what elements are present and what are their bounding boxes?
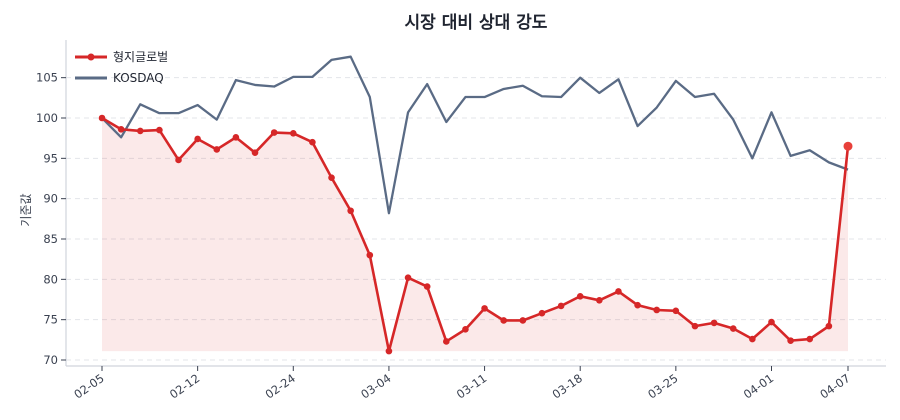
x-tick-label: 02-05 [71, 371, 106, 402]
series-1-fill [102, 118, 848, 352]
y-axis-label: 기준값 [19, 193, 33, 226]
legend-label-series-1: 형지글로벌 [113, 50, 168, 64]
y-tick-label: 85 [43, 232, 58, 246]
data-point [843, 141, 853, 151]
data-point [787, 337, 794, 344]
data-point [309, 138, 316, 146]
legend: 형지글로벌 KOSDAQ [75, 50, 168, 85]
data-point [328, 174, 335, 181]
axes [65, 40, 886, 367]
data-point [98, 114, 106, 122]
data-point [634, 301, 641, 309]
x-tick-label: 03-04 [358, 371, 393, 402]
x-tick-label: 04-01 [741, 371, 776, 402]
data-point [156, 126, 163, 134]
data-point [232, 134, 240, 141]
y-tick-label: 95 [43, 151, 58, 165]
data-point [653, 306, 661, 314]
x-tick-label: 03-11 [454, 371, 489, 402]
data-point [366, 251, 374, 259]
data-point [519, 317, 527, 324]
data-point [481, 305, 488, 312]
data-point [136, 127, 144, 135]
x-axis-ticks: 02-05 02-12 02-24 03-04 03-11 03-18 03-25 04-01… [71, 366, 853, 402]
data-point [691, 322, 699, 330]
data-point [347, 207, 354, 215]
y-tick-label: 90 [43, 192, 58, 206]
data-point [423, 283, 431, 290]
data-point [500, 317, 507, 324]
x-tick-label: 03-18 [550, 371, 585, 402]
data-point [596, 297, 603, 304]
data-point [117, 125, 125, 133]
y-tick-label: 105 [36, 71, 58, 85]
y-axis-ticks: 70 75 80 85 90 95 100 105 [36, 71, 66, 367]
data-point [462, 326, 469, 333]
y-tick-label: 100 [36, 111, 58, 125]
y-tick-label: 70 [43, 353, 58, 367]
data-point [289, 130, 297, 137]
series-stock-line [101, 116, 850, 353]
data-point [385, 347, 393, 355]
data-point [710, 319, 718, 327]
data-point [251, 149, 259, 156]
y-tick-label: 80 [43, 272, 58, 286]
y-tick-label: 75 [43, 313, 58, 327]
data-point [557, 302, 565, 310]
data-point [672, 307, 680, 315]
x-tick-label: 02-24 [263, 371, 298, 402]
x-tick-label: 02-12 [167, 371, 202, 402]
series-lines [98, 55, 853, 355]
data-point [194, 135, 201, 143]
data-point [825, 322, 833, 330]
x-tick-label: 03-25 [645, 371, 680, 402]
series-fill-area [102, 118, 848, 352]
chart-title: 시장 대비 상대 강도 [405, 13, 548, 33]
legend-marker-icon [87, 53, 95, 61]
data-point [749, 335, 756, 343]
data-point [615, 288, 622, 295]
data-point [270, 129, 278, 136]
data-point [729, 325, 737, 332]
legend-label-series-2: KOSDAQ [113, 71, 164, 85]
data-point [806, 335, 814, 343]
data-point [576, 292, 584, 300]
data-point [404, 274, 412, 282]
data-point [443, 338, 450, 345]
data-point [538, 309, 546, 317]
x-tick-label: 04-07 [817, 371, 852, 402]
data-point [768, 318, 775, 326]
series-kosdaq-line [101, 55, 849, 215]
data-point [213, 146, 221, 153]
data-point [175, 156, 182, 164]
